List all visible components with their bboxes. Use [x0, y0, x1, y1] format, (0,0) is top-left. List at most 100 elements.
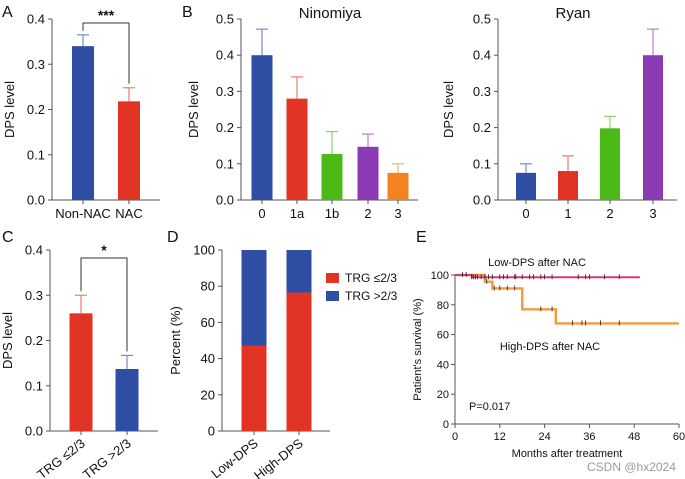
watermark: CSDN @hx2024 [587, 460, 676, 474]
x-tick-label: 48 [628, 431, 640, 443]
x-tick-label: NAC [115, 206, 142, 221]
y-tick-label: 0.0 [25, 424, 43, 439]
y-tick-label: 0.4 [473, 48, 491, 63]
y-tick-label: 0.3 [473, 84, 491, 99]
panel-b-ninomiya-chart: 0.0 0.1 0.2 0.3 0.4 0.5 DPS level Ninomiya 0 1a 1b… [186, 5, 418, 221]
y-tick-label: 60 [201, 315, 215, 330]
legend-label: TRG >2/3 [345, 289, 398, 303]
stacked-bar-segment [286, 250, 312, 293]
y-tick-label: 0.1 [216, 156, 234, 171]
y-tick-label: 80 [201, 279, 215, 294]
stacked-bar-segment [286, 292, 312, 431]
x-axis-label: Months after treatment [512, 448, 623, 460]
x-tick-label: 2 [364, 206, 371, 221]
x-tick-label: 0 [522, 206, 529, 221]
bar [321, 154, 343, 200]
y-axis-label: DPS level [0, 312, 15, 369]
x-tick-label: 12 [494, 431, 506, 443]
x-tick-label: 3 [394, 206, 401, 221]
y-tick-label: 40 [437, 359, 449, 371]
x-tick-label: TRG ≤2/3 [34, 436, 88, 479]
panel-a-chart: 0.0 0.1 0.2 0.3 0.4 DPS level Non-NAC NAC *** [2, 7, 160, 221]
x-tick-label: 0 [452, 431, 458, 443]
panel-label-e: E [416, 229, 427, 246]
x-tick-label: 24 [538, 431, 550, 443]
y-tick-label: 20 [437, 389, 449, 401]
bar [118, 101, 140, 200]
y-tick-label: 0.0 [27, 193, 45, 208]
y-tick-label: 0.0 [216, 193, 234, 208]
bar [72, 46, 94, 201]
bar [387, 172, 409, 200]
x-tick-label: 2 [606, 206, 613, 221]
x-tick-label: Non-NAC [55, 206, 111, 221]
panel-label-c: C [2, 229, 14, 246]
bar [643, 55, 663, 201]
stacked-bar-segment [241, 250, 267, 346]
x-tick-label: 3 [649, 206, 656, 221]
panel-b-ryan-chart: 0.0 0.1 0.2 0.3 0.4 0.5 DPS level Ryan 0 1 2 3 [441, 5, 677, 221]
y-tick-label: 0.1 [25, 378, 43, 393]
y-tick-label: 20 [201, 387, 215, 402]
stacked-bar-segment [241, 345, 267, 431]
y-tick-label: 0 [208, 424, 215, 439]
p-value-annotation: P=0.017 [469, 401, 510, 413]
y-tick-label: 100 [193, 243, 215, 258]
panel-label-d: D [167, 229, 179, 246]
legend-label: TRG ≤2/3 [345, 271, 397, 285]
bar [516, 172, 536, 200]
y-axis-label: Patient's survival (%) [412, 298, 424, 400]
y-tick-label: 0.2 [216, 120, 234, 135]
y-tick-label: 0.4 [216, 48, 234, 63]
y-axis-label: Percent (%) [168, 306, 183, 375]
y-axis-label: DPS level [186, 81, 201, 138]
series-label-high-dps: High-DPS after NAC [500, 341, 600, 353]
y-axis-label: DPS level [2, 81, 17, 138]
series-label-low-dps: Low-DPS after NAC [488, 257, 586, 269]
panel-label-a: A [2, 4, 13, 21]
y-tick-label: 0.1 [27, 147, 45, 162]
y-tick-label: 100 [431, 270, 449, 282]
panel-label-b: B [182, 4, 193, 21]
y-tick-label: 0.5 [216, 12, 234, 27]
bar [251, 55, 273, 201]
x-tick-label: TRG >2/3 [80, 436, 134, 479]
bar [357, 146, 379, 200]
y-tick-label: 0.3 [27, 57, 45, 72]
x-tick-label: 36 [583, 431, 595, 443]
chart-title: Ninomiya [299, 5, 362, 22]
y-tick-label: 0.0 [473, 193, 491, 208]
y-tick-label: 80 [437, 300, 449, 312]
y-tick-label: 0.4 [25, 243, 43, 258]
y-axis-label: DPS level [441, 81, 456, 138]
x-tick-label: 60 [673, 431, 685, 443]
significance-label: * [101, 242, 107, 258]
y-tick-label: 0.3 [216, 84, 234, 99]
y-tick-label: 0.4 [27, 12, 45, 27]
x-tick-label: 1b [325, 206, 339, 221]
y-tick-label: 0 [443, 419, 449, 431]
y-tick-label: 0.2 [27, 102, 45, 117]
bar [558, 171, 578, 200]
y-tick-label: 0.2 [473, 120, 491, 135]
survival-curve [455, 273, 679, 325]
y-tick-label: 0.2 [25, 333, 43, 348]
panel-e-survival-chart: 0 20 40 60 80 100 0 12 24 36 48 60 Patient's surviva… [412, 257, 685, 460]
significance-bracket [80, 257, 128, 352]
bar [69, 313, 93, 431]
y-tick-label: 0.1 [473, 156, 491, 171]
bar [600, 128, 620, 200]
y-tick-label: 0.3 [25, 288, 43, 303]
chart-title: Ryan [555, 5, 590, 22]
bar [286, 98, 308, 200]
significance-label: *** [98, 7, 115, 23]
legend-swatch [326, 273, 339, 283]
y-tick-label: 60 [437, 330, 449, 342]
x-tick-label: 1a [290, 206, 305, 221]
significance-bracket [82, 22, 130, 84]
x-tick-label: 0 [258, 206, 265, 221]
y-tick-label: 0.5 [473, 12, 491, 27]
